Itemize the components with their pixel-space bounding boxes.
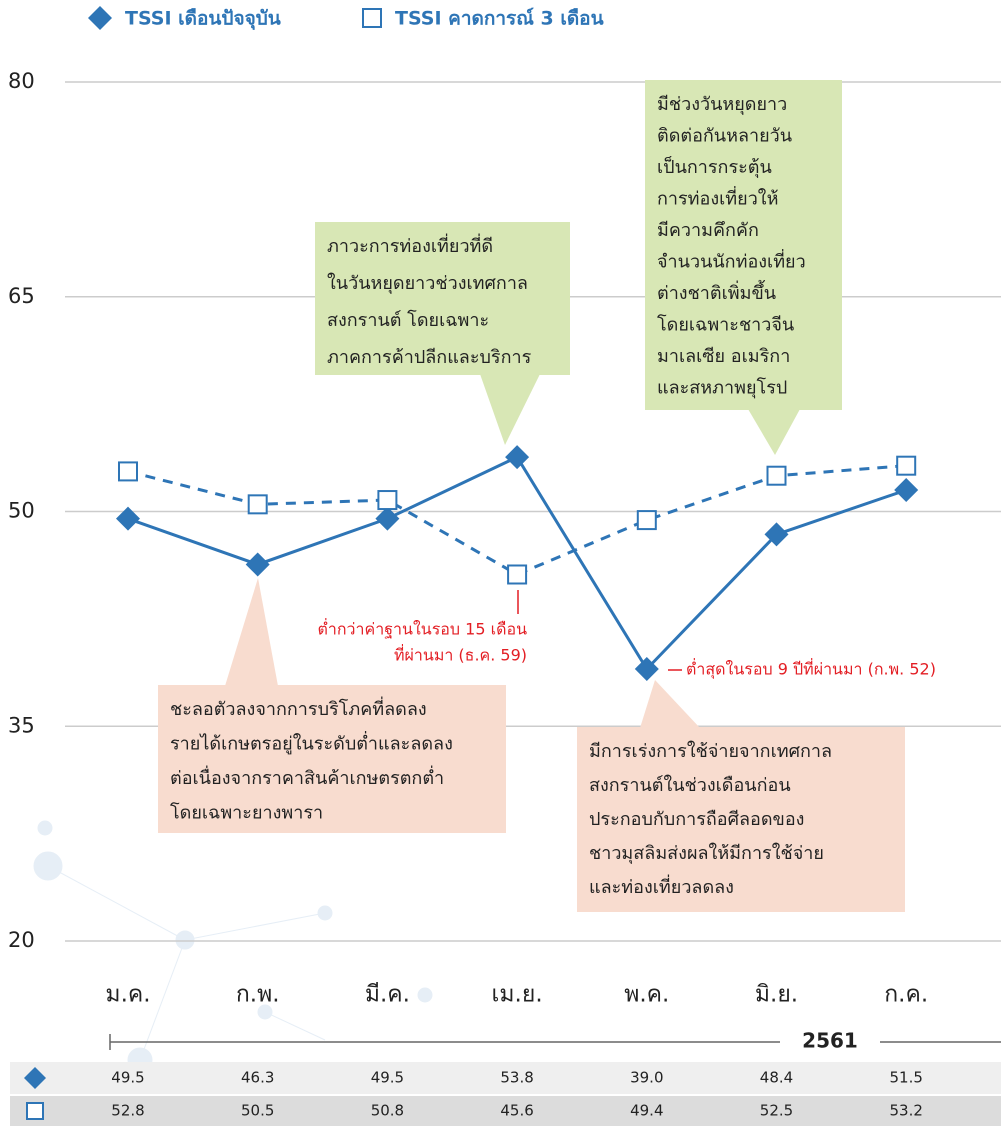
annotation-text: มาเลเซีย อเมริกา [657,346,790,367]
table-cell: 48.4 [760,1069,793,1087]
decor-line [264,1011,326,1041]
annotation-text: โดยเฉพาะชาวจีน [657,314,794,336]
table-marker [26,1102,44,1120]
annotation-box [315,222,570,375]
point [634,656,659,681]
annotation-text: ชาวมุสลิมส่งผลให้มีการใช้จ่าย [589,842,824,864]
point [766,465,787,486]
annotation-pointer [480,374,540,445]
annotation-text: เป็นการกระตุ้น [657,155,772,178]
x-tick-label: ก.พ. [236,982,280,1008]
decor-line [139,939,186,1061]
y-tick-label: 80 [8,69,35,93]
table-cell: 52.8 [111,1102,144,1120]
point [894,478,919,503]
annotation-text: ติดต่อกันหลายวัน [657,126,792,147]
annotation-text: มีความคึกคัก [657,220,759,241]
point [118,461,138,482]
table-row [10,1096,1001,1126]
note-text: ต่ำกว่าค่าฐานในรอบ 15 เดือน [317,618,527,639]
annotation-text: ต่อเนื่องจากราคาสินค้าเกษตรตกต่ำ [170,765,444,789]
x-tick-label: ม.ค. [105,982,150,1008]
table-cell: 50.8 [371,1102,404,1120]
point [375,506,400,531]
table-cell: 50.5 [241,1102,274,1120]
point [245,552,270,577]
decor-line [47,865,186,941]
annotation-text: มีการเร่งการใช้จ่ายจากเทศกาล [589,740,832,762]
annotation-text: รายได้เกษตรอยู่ในระดับต่ำและลดลง [170,731,453,755]
point [116,506,140,531]
y-tick-label: 20 [8,928,35,952]
table-cell: 49.5 [111,1069,144,1087]
annotation-text: และท่องเที่ยวลดลง [589,874,734,898]
table-cell: 45.6 [500,1102,533,1120]
y-tick-label: 50 [8,499,35,523]
table-cell: 51.5 [889,1069,922,1087]
point [377,490,398,511]
decoration [33,820,433,1073]
annotation-box [577,727,905,912]
annotation-text: จำนวนนักท่องเที่ยว [657,249,806,273]
point [507,564,528,585]
legend-marker [362,8,382,28]
decor-line [184,912,326,941]
annotation-text: ภาวะการท่องเที่ยวที่ดี [327,233,493,257]
legend-label: TSSI คาดการณ์ 3 เดือน [395,8,604,30]
annotation-box [158,685,506,833]
point [505,445,530,470]
annotation-text: มีช่วงวันหยุดยาว [657,94,787,115]
point [636,510,657,531]
point [247,494,268,515]
legend-marker [88,6,112,30]
annotation-text: ชะลอตัวลงจากการบริโภคที่ลดลง [170,696,427,720]
annotation-text: โดยเฉพาะยางพารา [170,802,323,824]
table-cell: 49.5 [371,1069,404,1087]
note-text: ต่ำสุดในรอบ 9 ปีที่ผ่านมา (ก.พ. 52) [686,658,936,680]
table-cell: 53.2 [889,1102,922,1120]
y-tick-label: 35 [8,713,35,737]
annotation-text: สงกรานต์ในช่วงเดือนก่อน [589,774,791,796]
annotation-text: ในวันหยุดยาวช่วงเทศกาล [327,272,528,294]
table-marker [24,1067,46,1089]
annotation-pointer [225,578,278,686]
table-row [10,1062,1001,1094]
table-cell: 46.3 [241,1069,274,1087]
table-cell: 53.8 [500,1069,533,1087]
x-tick-label: ก.ค. [884,982,928,1008]
decor-dot [37,820,53,836]
annotation-box [645,80,842,410]
annotation-pointer [748,409,800,455]
annotation-text: สงกรานต์ โดยเฉพาะ [327,309,489,331]
annotation-text: ประกอบกับการถือศีลอดของ [589,809,804,830]
annotation-text: ภาคการค้าปลีกและบริการ [327,347,532,368]
decor-dot [417,987,433,1003]
table-cell: 49.4 [630,1102,663,1120]
annotation-text: การท่องเที่ยวให้ [657,186,778,210]
legend-label: TSSI เดือนปัจจุบัน [125,8,281,31]
period-label: 2561 [802,1029,858,1053]
point [764,522,789,547]
x-tick-label: พ.ค. [624,982,669,1008]
x-tick-label: มี.ค. [365,982,410,1008]
series-line [127,464,907,577]
point [896,455,917,476]
annotation-pointer [640,680,700,728]
x-tick-label: มิ.ย. [755,982,798,1008]
annotation-text: และสหภาพยุโรป [657,377,787,399]
annotation-text: ต่างชาติเพิ่มขึ้น [657,280,776,304]
y-tick-label: 65 [8,284,35,308]
note-text: ที่ผ่านมา (ธ.ค. 59) [394,644,527,665]
table-cell: 52.5 [760,1102,793,1120]
x-tick-label: เม.ย. [492,982,543,1008]
table-cell: 39.0 [630,1069,663,1087]
